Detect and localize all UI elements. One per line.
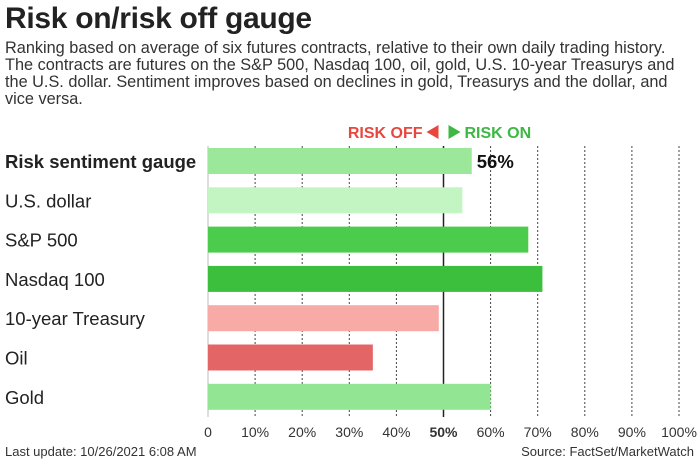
category-label: S&P 500 (5, 230, 78, 251)
category-label: Oil (5, 348, 28, 369)
tick-label: 10% (241, 424, 269, 440)
risk-on-label: RISK ON (465, 125, 532, 142)
last-update-text: Last update: 10/26/2021 6:08 AM (5, 444, 197, 459)
bar (208, 383, 491, 410)
source-text: Source: FactSet/MarketWatch (521, 444, 694, 459)
triangle-right-icon (448, 125, 461, 139)
risk-off-label: RISK OFF (348, 125, 423, 142)
bar (208, 265, 543, 292)
tick-label: 50% (429, 424, 458, 440)
tick-label: 30% (335, 424, 363, 440)
bar (208, 187, 463, 214)
tick-label: 70% (524, 424, 552, 440)
category-label: Gold (5, 387, 44, 408)
tick-label: 0 (204, 424, 212, 440)
category-label: Risk sentiment gauge (5, 151, 196, 172)
tick-label: 40% (382, 424, 410, 440)
chart-subtitle: Ranking based on average of six futures … (5, 39, 675, 108)
category-label: 10-year Treasury (5, 308, 146, 329)
bar (208, 305, 439, 332)
value-label: 56% (477, 151, 514, 172)
tick-label: 100% (661, 424, 697, 440)
bar (208, 148, 472, 174)
tick-label: 20% (288, 424, 316, 440)
chart-title: Risk on/risk off gauge (5, 2, 312, 35)
tick-label: 90% (618, 424, 646, 440)
tick-label: 80% (571, 424, 599, 440)
bar (208, 344, 373, 371)
category-label: Nasdaq 100 (5, 269, 105, 290)
tick-label: 60% (477, 424, 505, 440)
bar (208, 226, 529, 253)
triangle-left-icon (426, 125, 439, 139)
category-label: U.S. dollar (5, 190, 91, 211)
